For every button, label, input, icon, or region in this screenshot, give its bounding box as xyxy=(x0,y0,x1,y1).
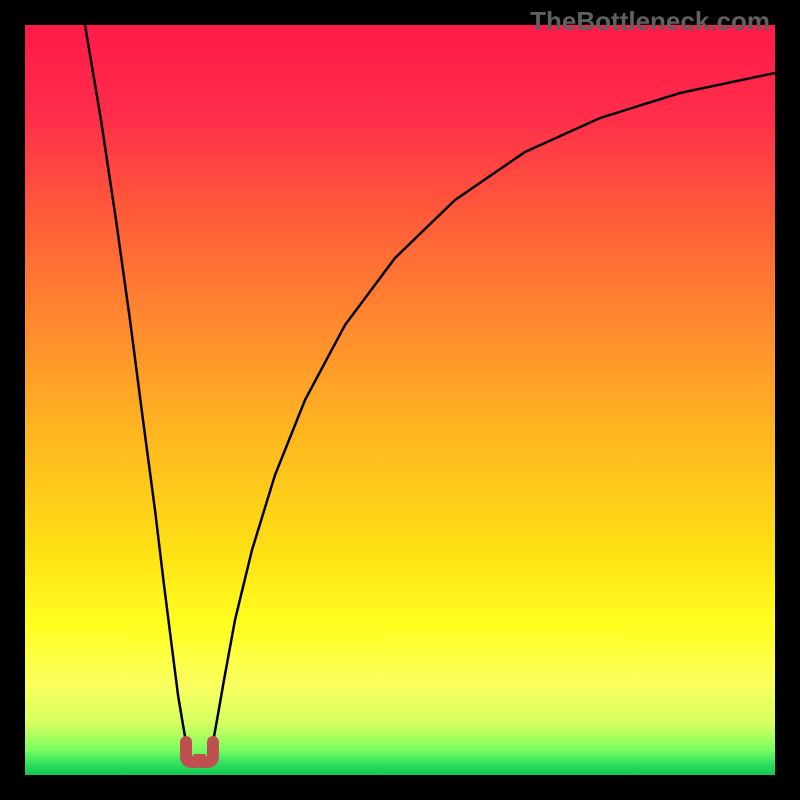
chart-svg xyxy=(0,0,800,800)
chart-container: TheBottleneck.com xyxy=(0,0,800,800)
plot-background xyxy=(25,25,775,775)
watermark-text: TheBottleneck.com xyxy=(530,6,770,37)
